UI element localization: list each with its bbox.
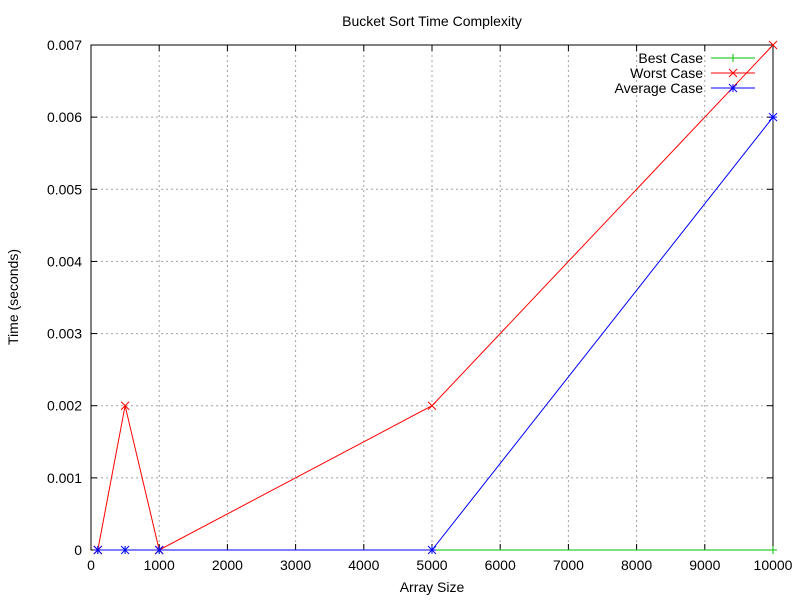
data-point-average-case	[768, 112, 778, 122]
legend-marker	[728, 68, 738, 78]
x-tick-label: 7000	[553, 557, 584, 573]
y-tick-label: 0.004	[47, 253, 82, 269]
x-tick-label: 6000	[485, 557, 516, 573]
legend-item-average-case: Average Case	[615, 80, 755, 96]
x-tick-label: 9000	[689, 557, 720, 573]
x-tick-label: 0	[87, 557, 95, 573]
data-point-average-case	[154, 545, 164, 555]
x-tick-label: 10000	[754, 557, 793, 573]
series-average-case	[93, 112, 778, 555]
grid	[91, 45, 773, 550]
x-tick-label: 5000	[416, 557, 447, 573]
legend-label: Best Case	[638, 50, 703, 66]
x-axis-label: Array Size	[400, 579, 465, 595]
legend-item-worst-case: Worst Case	[630, 65, 755, 81]
data-point-average-case	[427, 545, 437, 555]
data-point-best-case	[769, 546, 777, 554]
axis-ticks: 0 1000 2000 3000 4000 5000 6000 7000 8000 9000 100…	[47, 37, 793, 573]
chart-title: Bucket Sort Time Complexity	[342, 13, 522, 29]
data-point-worst-case	[120, 401, 130, 411]
y-tick-label: 0.007	[47, 37, 82, 53]
y-tick-label: 0.003	[47, 326, 82, 342]
data-point-worst-case	[427, 401, 437, 411]
y-tick-label: 0.005	[47, 181, 82, 197]
y-tick-label: 0.001	[47, 470, 82, 486]
y-tick-label: 0.006	[47, 109, 82, 125]
series-layer	[93, 40, 778, 555]
series-line-worst-case	[97, 44, 774, 551]
legend-label: Average Case	[615, 80, 704, 96]
y-tick-label: 0	[74, 542, 82, 558]
series-worst-case	[93, 40, 778, 555]
legend-marker	[729, 54, 737, 62]
legend-item-best-case: Best Case	[638, 50, 755, 66]
y-axis-label: Time (seconds)	[5, 249, 21, 345]
y-tick-label: 0.002	[47, 398, 82, 414]
x-tick-label: 8000	[621, 557, 652, 573]
x-tick-label: 3000	[280, 557, 311, 573]
data-point-average-case	[120, 545, 130, 555]
x-tick-label: 1000	[144, 557, 175, 573]
legend-label: Worst Case	[630, 65, 703, 81]
data-point-worst-case	[768, 40, 778, 50]
x-tick-label: 4000	[348, 557, 379, 573]
x-tick-label: 2000	[212, 557, 243, 573]
legend-marker	[728, 83, 738, 93]
data-point-average-case	[93, 545, 103, 555]
